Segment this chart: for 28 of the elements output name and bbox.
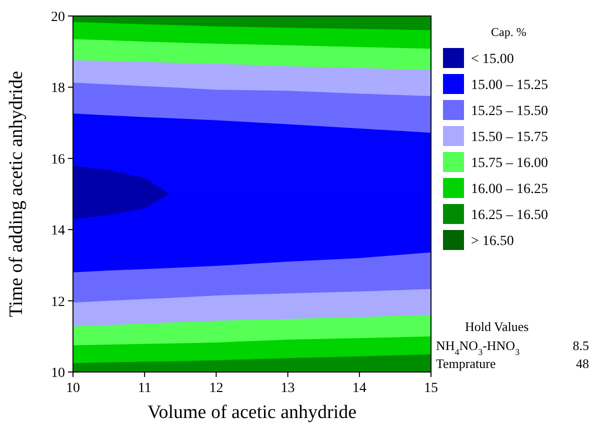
x-tick-label: 10: [66, 381, 80, 396]
text: Hold Values: [465, 319, 529, 334]
text: 48: [576, 356, 589, 371]
y-tick-label: 20: [51, 10, 65, 25]
text: Temprature: [436, 356, 496, 371]
x-tick-label: 13: [280, 381, 295, 396]
x-tick-label: 12: [209, 381, 224, 396]
legend-label: 15.75 – 16.00: [471, 156, 548, 171]
legend-label: > 16.50: [471, 234, 514, 249]
y-tick-label: 18: [51, 81, 65, 96]
legend-label: < 15.00: [471, 52, 514, 67]
y-tick-label: 16: [51, 152, 65, 168]
legend-label: 15.25 – 15.50: [471, 104, 548, 119]
text: 8.5: [572, 338, 589, 353]
legend-label: 15.50 – 15.75: [471, 130, 548, 145]
legend-label: 16.25 – 16.50: [471, 208, 548, 223]
x-axis-title: Volume of acetic anhydride: [147, 402, 357, 423]
y-tick-label: 12: [51, 294, 65, 310]
legend-label: 15.00 – 15.25: [471, 78, 548, 93]
text: NH$_{4}$NO$_{3}$-HNO$_{3}$: [436, 338, 520, 357]
x-tick-label: 11: [138, 381, 152, 396]
y-tick-label: 10: [51, 366, 65, 381]
y-tick-label: 14: [51, 224, 65, 239]
y-axis-title: Time of adding acetic anhydride: [6, 70, 27, 318]
x-tick-label: 15: [424, 381, 438, 396]
x-tick-label: 14: [352, 381, 366, 396]
legend-label: 16.00 – 16.25: [471, 182, 548, 197]
legend-title: Cap. %: [491, 25, 526, 39]
